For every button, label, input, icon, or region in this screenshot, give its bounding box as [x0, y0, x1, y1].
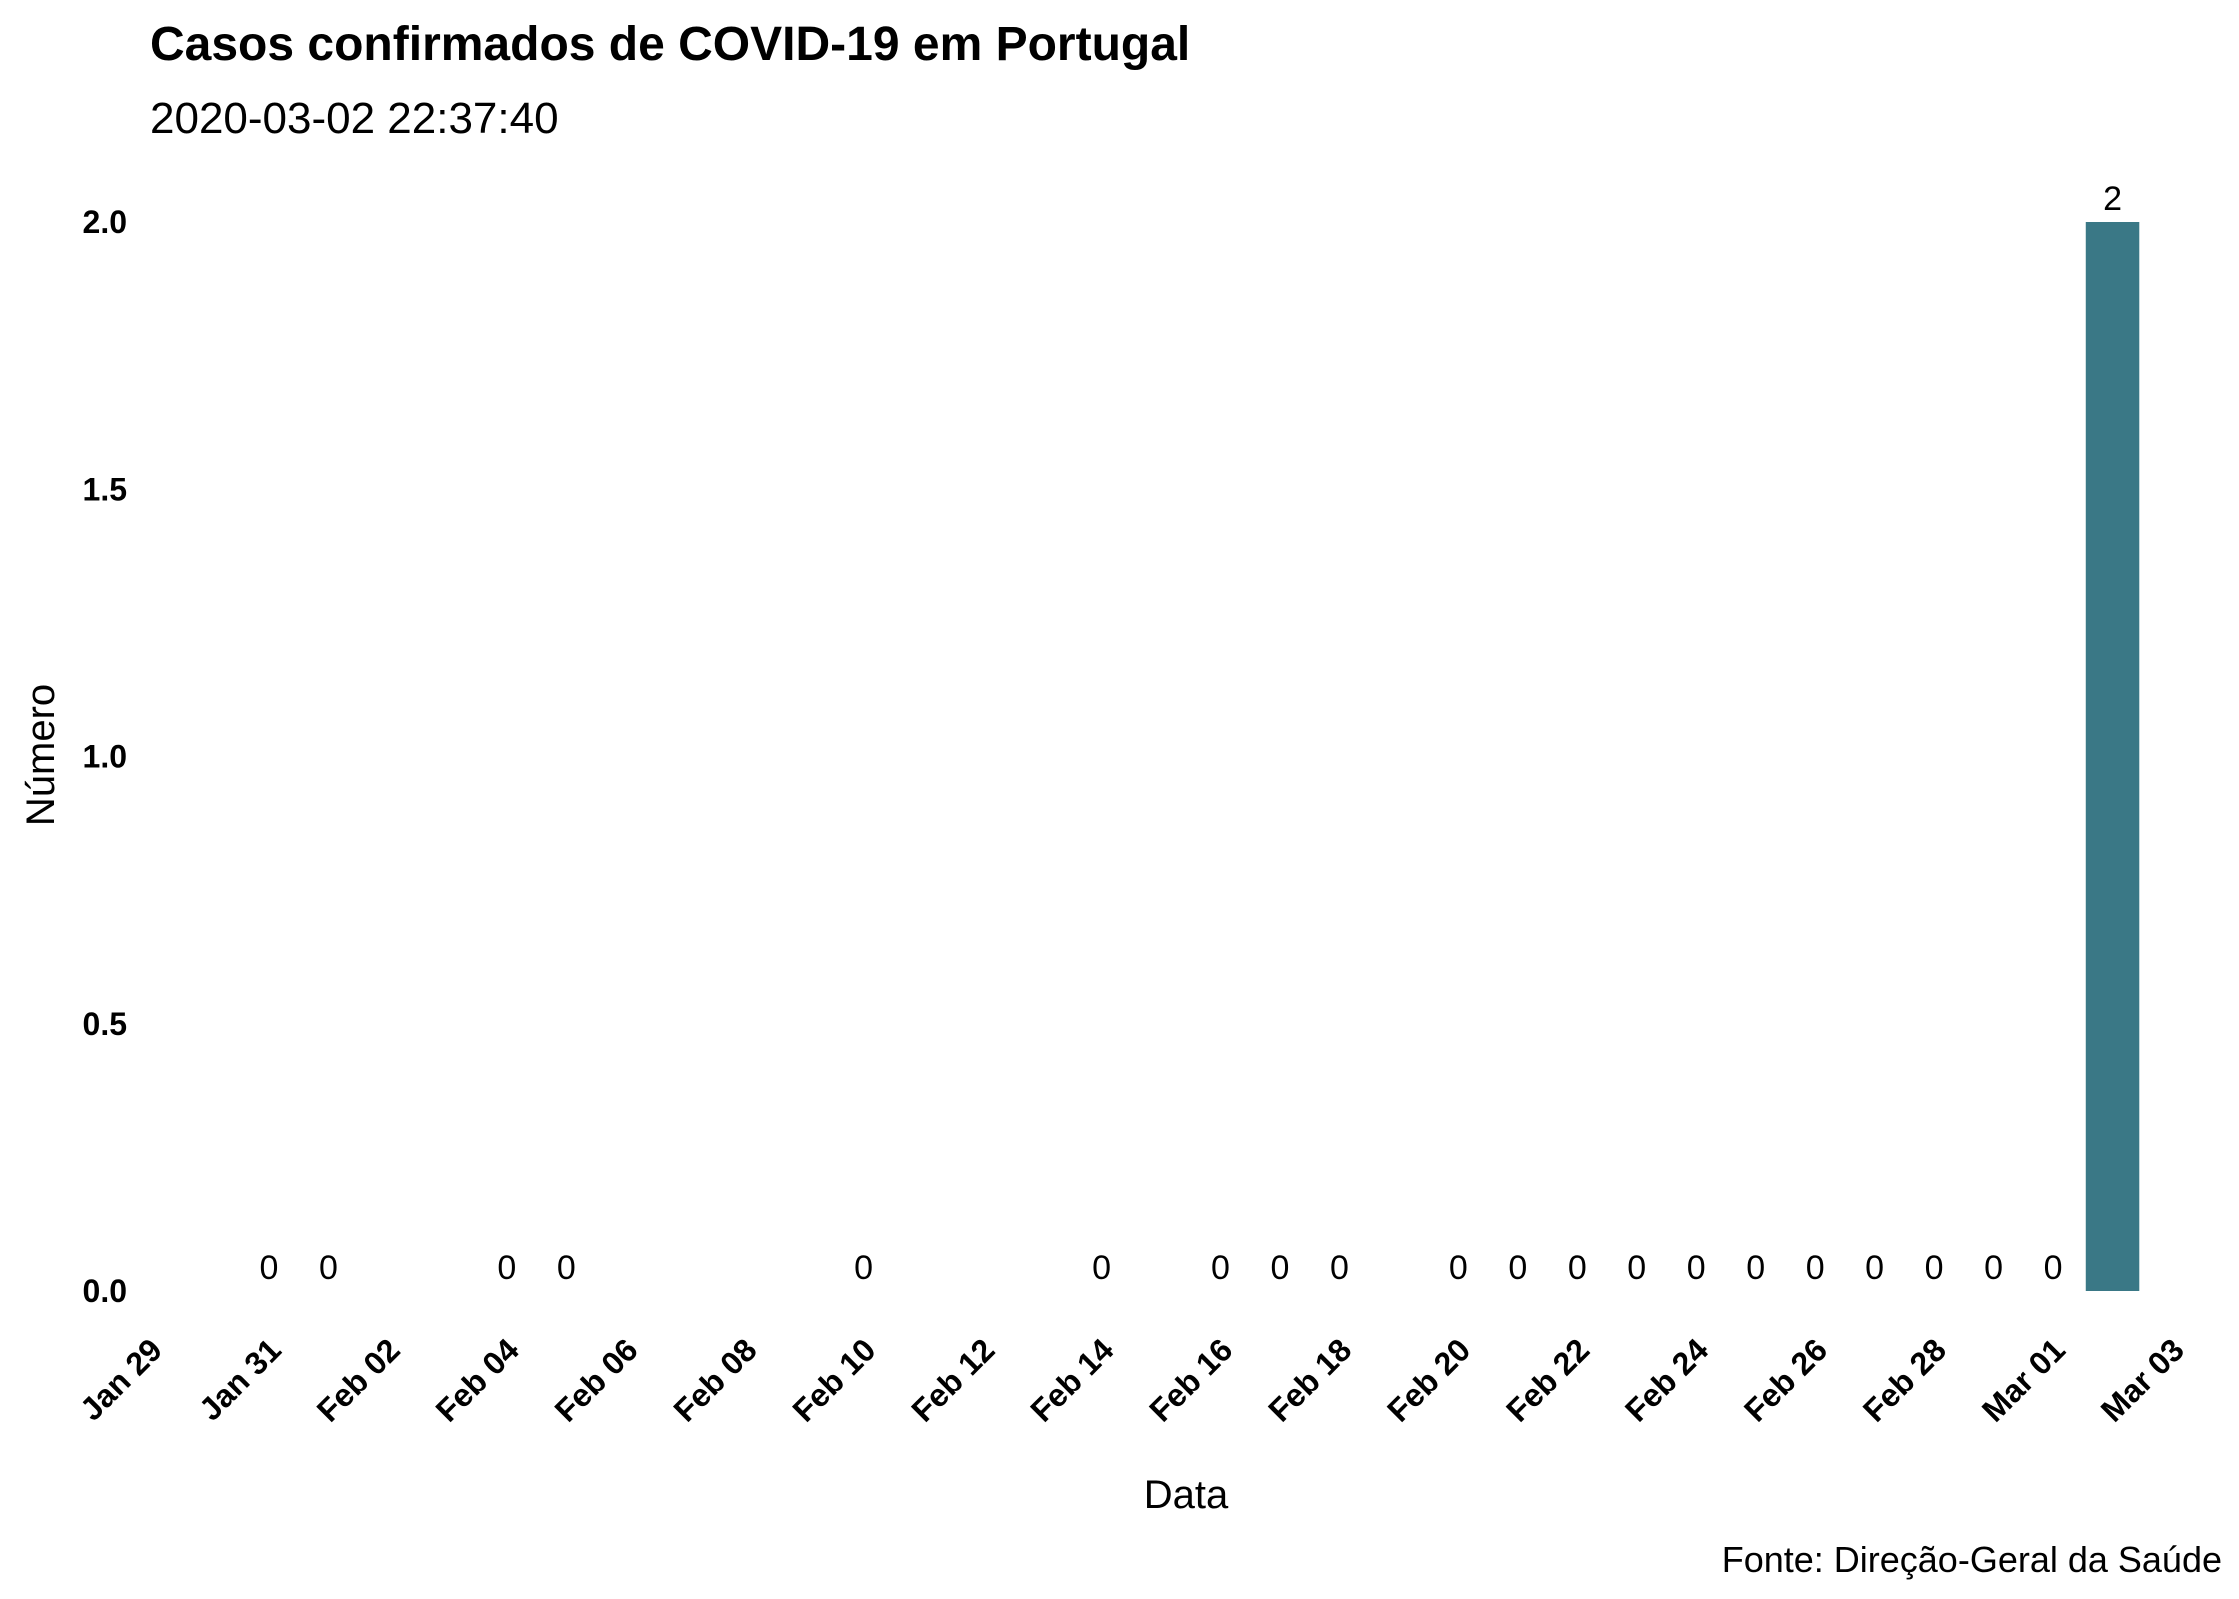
x-tick-label: Jan 31	[192, 1331, 288, 1427]
x-tick-label: Jan 29	[73, 1331, 169, 1427]
data-label: 2	[2103, 180, 2122, 218]
data-label: 0	[1687, 1249, 1706, 1287]
data-label: 0	[1449, 1249, 1468, 1287]
data-label: 0	[1925, 1249, 1944, 1287]
data-label: 0	[1508, 1249, 1527, 1287]
data-label: 0	[1568, 1249, 1587, 1287]
data-label: 0	[1330, 1249, 1349, 1287]
chart-caption: Fonte: Direção-Geral da Saúde	[1722, 1539, 2222, 1580]
data-label: 0	[1627, 1249, 1646, 1287]
data-label: 0	[1984, 1249, 2003, 1287]
x-tick-label: Feb 24	[1618, 1331, 1715, 1428]
y-tick-label: 1.0	[83, 739, 127, 775]
y-axis-ticks: 0.0 0.5 1.0 1.5 2.0	[83, 204, 127, 1309]
bar	[2085, 222, 2140, 1291]
data-label: 0	[1270, 1249, 1289, 1287]
data-labels: 0 0 0 0 0 0 0 0 0 0 0 0 0 0 0 0 0 0 0 0 2	[259, 180, 2122, 1287]
data-label: 0	[1211, 1249, 1230, 1287]
bars	[2085, 222, 2140, 1291]
y-tick-label: 2.0	[83, 204, 127, 240]
y-axis-title: Número	[19, 684, 63, 826]
x-tick-label: Feb 12	[904, 1331, 1001, 1428]
x-tick-label: Feb 26	[1737, 1331, 1834, 1428]
x-tick-label: Mar 03	[2094, 1331, 2191, 1428]
x-tick-label: Feb 02	[310, 1331, 407, 1428]
x-tick-label: Feb 28	[1856, 1331, 1953, 1428]
chart-title: Casos confirmados de COVID-19 em Portuga…	[150, 18, 1190, 71]
data-label: 0	[557, 1249, 576, 1287]
data-label: 0	[1092, 1249, 1111, 1287]
data-label: 0	[497, 1249, 516, 1287]
data-label: 0	[1865, 1249, 1884, 1287]
x-tick-label: Feb 18	[1261, 1331, 1358, 1428]
data-label: 0	[854, 1249, 873, 1287]
x-tick-label: Mar 01	[1975, 1331, 2072, 1428]
x-tick-label: Feb 22	[1499, 1331, 1596, 1428]
data-label: 0	[319, 1249, 338, 1287]
x-tick-label: Feb 08	[667, 1331, 764, 1428]
x-tick-label: Feb 20	[1380, 1331, 1477, 1428]
data-label: 0	[259, 1249, 278, 1287]
y-tick-label: 0.0	[83, 1273, 127, 1309]
y-tick-label: 1.5	[83, 471, 127, 507]
x-tick-label: Feb 14	[1023, 1331, 1120, 1428]
x-tick-label: Feb 04	[429, 1331, 526, 1428]
x-tick-label: Feb 16	[1142, 1331, 1239, 1428]
y-tick-label: 0.5	[83, 1006, 127, 1042]
x-tick-label: Feb 10	[785, 1331, 882, 1428]
x-axis-ticks: Jan 29 Jan 31 Feb 02 Feb 04 Feb 06 Feb 08 Feb …	[73, 1331, 2191, 1428]
data-label: 0	[2044, 1249, 2063, 1287]
chart-subtitle: 2020-03-02 22:37:40	[150, 94, 559, 143]
x-axis-title: Data	[1144, 1473, 1229, 1517]
data-label: 0	[1746, 1249, 1765, 1287]
data-label: 0	[1806, 1249, 1825, 1287]
x-tick-label: Feb 06	[548, 1331, 645, 1428]
